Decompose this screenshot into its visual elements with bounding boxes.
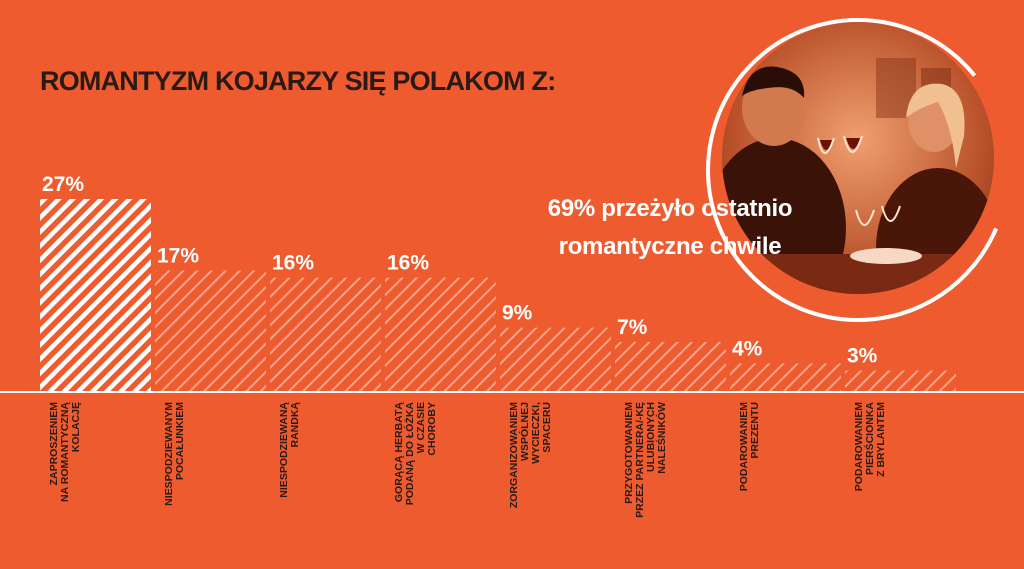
bar-8 <box>845 370 956 392</box>
category-label-line: NIESPODZIEWANĄ <box>278 402 290 498</box>
bar-value-label-5: 9% <box>502 302 533 325</box>
bar-value-label-3: 16% <box>272 252 314 275</box>
callout-text: 69% przeżyło ostatnio romantyczne chwile <box>500 190 840 266</box>
category-label-7: PODAROWANIEM PREZENTU <box>738 402 761 492</box>
couple-photo <box>706 18 1010 322</box>
bar-6 <box>615 341 726 392</box>
bar-1 <box>40 199 151 392</box>
callout-line-2: romantyczne chwile <box>558 233 782 260</box>
photo-ring <box>706 18 1010 322</box>
category-label-2: NIESPODZIEWANYM POCAŁUNKIEM <box>163 402 186 506</box>
bar-value-label-7: 4% <box>732 337 763 360</box>
bar-2 <box>155 270 266 392</box>
category-label-6: PRZYGOTOWANIEM PRZEZ PARTNERA/-KĘ ULUBIONY… <box>623 402 668 518</box>
bar-4 <box>385 277 496 392</box>
category-label-line: PRZEZ PARTNERA/-KĘ <box>634 402 646 518</box>
bar-value-label-6: 7% <box>617 316 648 339</box>
bar-value-label-4: 16% <box>387 252 429 275</box>
category-label-line: PRZYGOTOWANIEM <box>623 402 635 504</box>
category-label-line: CHOROBY <box>426 402 438 456</box>
callout-line-1: 69% przeżyło ostatnio <box>547 195 793 222</box>
category-label-line: WSPÓLNEJ <box>518 402 531 461</box>
category-label-line: RANDKĄ <box>289 402 301 448</box>
category-label-line: PIERŚCIONKA <box>863 402 876 475</box>
page-title: ROMANTYZM KOJARZY SIĘ POLAKOM Z: <box>40 66 556 96</box>
category-label-line: WYCIECZKI, <box>530 402 542 464</box>
bar-3 <box>270 277 381 392</box>
category-label-line: GORĄCĄ HERBATĄ <box>393 402 405 503</box>
category-label-5: ZORGANIZOWANIEM WSPÓLNEJ WYCIECZKI, SPACERU <box>508 402 553 508</box>
category-label-line: PODANĄ DO ŁÓŻKA <box>403 402 416 506</box>
bar-value-label-1: 27% <box>42 173 84 196</box>
category-label-line: W CZASIE <box>415 402 427 453</box>
category-label-line: NA ROMANTYCZNĄ <box>59 402 71 502</box>
category-label-line: NALEŚNIKÓW <box>655 402 668 474</box>
category-label-line: ZAPROSZENIEM <box>48 402 60 486</box>
category-label-4: GORĄCĄ HERBATĄ PODANĄ DO ŁÓŻKA W CZASIE CHO… <box>393 402 438 506</box>
category-label-8: PODAROWANIEM PIERŚCIONKA Z BRYLANTEM <box>853 402 887 492</box>
category-label-line: POCAŁUNKIEM <box>174 402 186 480</box>
category-label-1: ZAPROSZENIEM NA ROMANTYCZNĄ KOLACJĘ <box>48 402 82 502</box>
bar-7 <box>730 363 841 392</box>
category-label-line: PREZENTU <box>749 402 761 459</box>
bar-value-label-8: 3% <box>847 345 878 368</box>
category-label-line: PODAROWANIEM <box>853 402 865 492</box>
category-label-line: Z BRYLANTEM <box>875 402 887 477</box>
category-label-line: ULUBIONYCH <box>645 402 657 472</box>
category-label-line: ZORGANIZOWANIEM <box>508 402 520 508</box>
category-label-line: NIESPODZIEWANYM <box>163 402 175 506</box>
category-label-line: KOLACJĘ <box>70 402 82 452</box>
category-label-line: PODAROWANIEM <box>738 402 750 492</box>
bar-value-label-2: 17% <box>157 244 199 267</box>
category-label-3: NIESPODZIEWANĄ RANDKĄ <box>278 402 301 498</box>
category-label-line: SPACERU <box>541 402 553 453</box>
bar-5 <box>500 327 611 392</box>
